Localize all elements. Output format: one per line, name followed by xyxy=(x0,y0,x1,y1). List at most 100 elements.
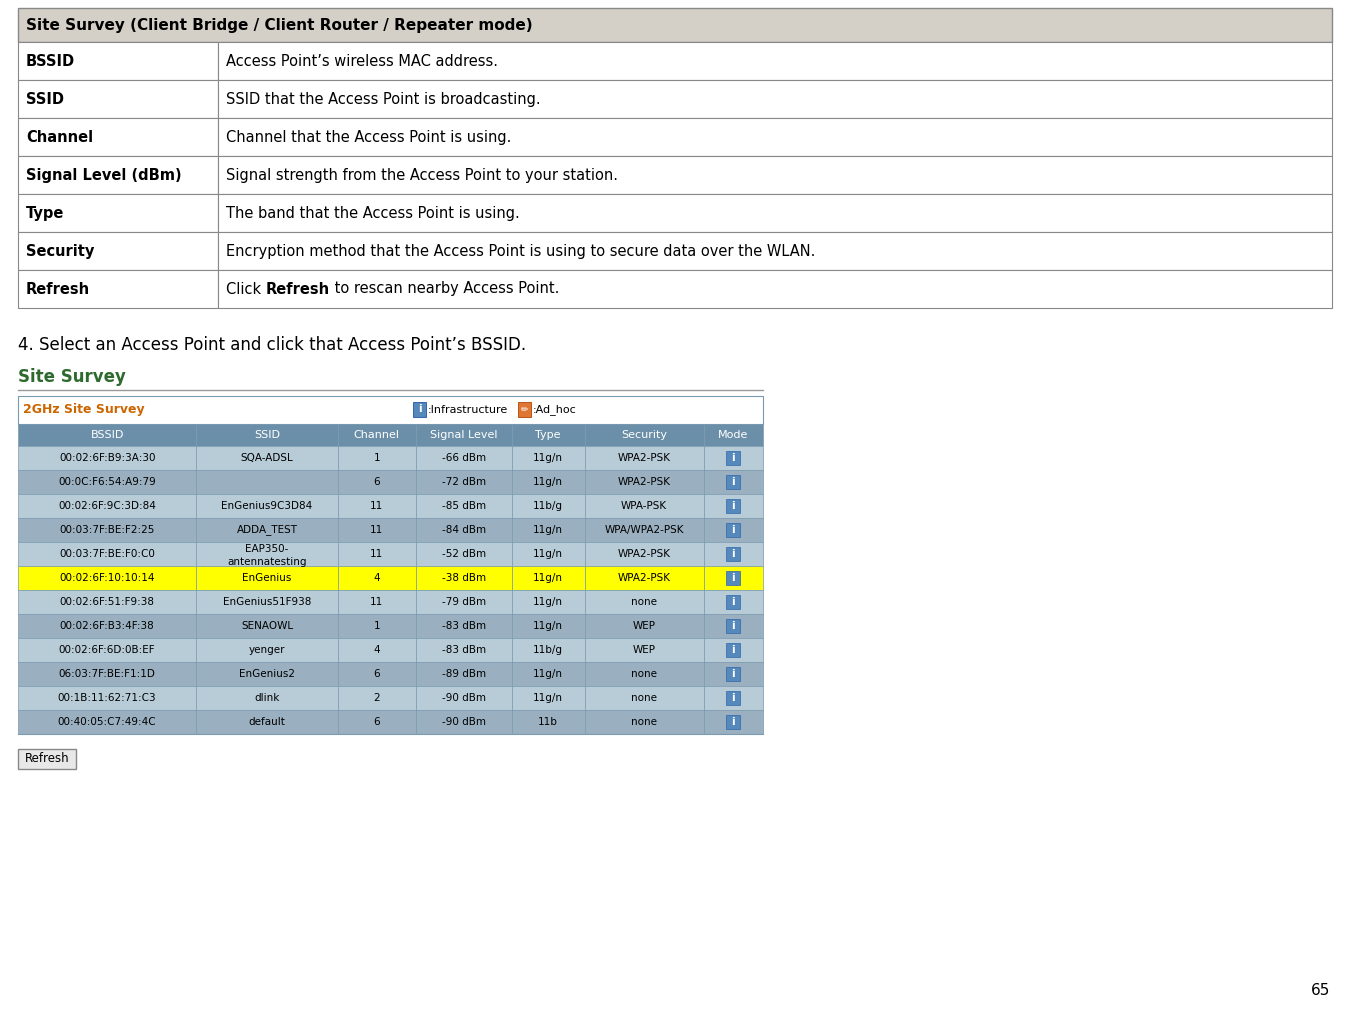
Bar xyxy=(18,566,196,590)
Bar xyxy=(196,638,338,662)
Text: 2: 2 xyxy=(374,693,381,703)
Text: -52 dBm: -52 dBm xyxy=(441,549,486,559)
Text: Refresh: Refresh xyxy=(266,281,329,296)
Text: WPA/WPA2-PSK: WPA/WPA2-PSK xyxy=(605,525,684,535)
Text: ✏: ✏ xyxy=(521,405,528,414)
Bar xyxy=(196,542,338,566)
Bar xyxy=(217,118,1332,156)
Bar xyxy=(512,446,585,470)
Text: WEP: WEP xyxy=(633,645,656,655)
Bar xyxy=(338,494,416,518)
Text: 11: 11 xyxy=(370,501,383,511)
Bar xyxy=(512,494,585,518)
Text: 11b/g: 11b/g xyxy=(533,645,563,655)
Bar xyxy=(196,424,338,446)
Bar xyxy=(338,566,416,590)
Bar xyxy=(338,424,416,446)
Text: 00:1B:11:62:71:C3: 00:1B:11:62:71:C3 xyxy=(58,693,157,703)
Text: WPA2-PSK: WPA2-PSK xyxy=(618,453,671,463)
Bar xyxy=(726,619,740,633)
Text: Click: Click xyxy=(225,281,266,296)
Bar xyxy=(726,571,740,585)
Bar xyxy=(512,518,585,542)
Bar xyxy=(338,590,416,614)
Bar xyxy=(703,686,763,710)
Text: i: i xyxy=(732,477,736,487)
Text: Access Point’s wireless MAC address.: Access Point’s wireless MAC address. xyxy=(225,54,498,68)
Bar xyxy=(18,396,763,424)
Bar xyxy=(512,424,585,446)
Bar xyxy=(196,494,338,518)
Bar xyxy=(18,80,217,118)
Text: yenger: yenger xyxy=(248,645,285,655)
Bar xyxy=(196,710,338,734)
Text: -66 dBm: -66 dBm xyxy=(441,453,486,463)
Bar xyxy=(585,590,703,614)
Text: to rescan nearby Access Point.: to rescan nearby Access Point. xyxy=(329,281,559,296)
Bar xyxy=(338,686,416,710)
Text: 11: 11 xyxy=(370,525,383,535)
Bar xyxy=(726,691,740,705)
Text: i: i xyxy=(732,645,736,655)
Bar xyxy=(338,470,416,494)
Bar xyxy=(18,446,196,470)
Bar xyxy=(18,42,217,80)
Bar xyxy=(18,8,1332,42)
Text: 11g/n: 11g/n xyxy=(533,621,563,631)
Bar xyxy=(512,638,585,662)
Bar xyxy=(416,566,512,590)
Text: Site Survey (Client Bridge / Client Router / Repeater mode): Site Survey (Client Bridge / Client Rout… xyxy=(26,17,533,32)
Bar xyxy=(703,590,763,614)
Bar xyxy=(726,642,740,657)
Text: 00:0C:F6:54:A9:79: 00:0C:F6:54:A9:79 xyxy=(58,477,157,487)
Bar xyxy=(726,547,740,561)
Text: 11g/n: 11g/n xyxy=(533,453,563,463)
Bar xyxy=(413,402,427,417)
Text: 11g/n: 11g/n xyxy=(533,477,563,487)
Text: EAP350-: EAP350- xyxy=(246,544,289,554)
Bar xyxy=(703,424,763,446)
Bar xyxy=(338,518,416,542)
Text: SENAOWL: SENAOWL xyxy=(242,621,293,631)
Text: i: i xyxy=(732,453,736,463)
Text: 00:02:6F:6D:0B:EF: 00:02:6F:6D:0B:EF xyxy=(59,645,155,655)
Bar xyxy=(585,446,703,470)
Text: :Ad_hoc: :Ad_hoc xyxy=(533,405,576,415)
Text: WPA2-PSK: WPA2-PSK xyxy=(618,573,671,583)
Bar xyxy=(18,749,76,769)
Text: EnGenius51F938: EnGenius51F938 xyxy=(223,597,312,607)
Text: WPA2-PSK: WPA2-PSK xyxy=(618,477,671,487)
Text: -90 dBm: -90 dBm xyxy=(441,693,486,703)
Bar xyxy=(217,156,1332,194)
Text: 65: 65 xyxy=(1311,983,1330,998)
Bar xyxy=(703,446,763,470)
Text: 00:02:6F:51:F9:38: 00:02:6F:51:F9:38 xyxy=(59,597,155,607)
Bar xyxy=(703,662,763,686)
Text: 00:03:7F:BE:F2:25: 00:03:7F:BE:F2:25 xyxy=(59,525,155,535)
Bar xyxy=(512,662,585,686)
Text: -83 dBm: -83 dBm xyxy=(441,645,486,655)
Bar xyxy=(18,424,196,446)
Bar xyxy=(703,542,763,566)
Bar xyxy=(18,638,196,662)
Bar xyxy=(18,614,196,638)
Text: 6: 6 xyxy=(374,717,381,727)
Text: 11g/n: 11g/n xyxy=(533,597,563,607)
Text: i: i xyxy=(732,717,736,727)
Bar xyxy=(338,614,416,638)
Text: i: i xyxy=(417,405,421,414)
Text: Site Survey: Site Survey xyxy=(18,368,126,386)
Bar xyxy=(585,518,703,542)
Text: Channel: Channel xyxy=(354,430,400,439)
Bar xyxy=(416,638,512,662)
Bar xyxy=(196,470,338,494)
Bar xyxy=(726,499,740,513)
Text: Type: Type xyxy=(536,430,562,439)
Text: i: i xyxy=(732,501,736,511)
Text: 11b: 11b xyxy=(539,717,558,727)
Text: 11g/n: 11g/n xyxy=(533,669,563,679)
Bar xyxy=(585,542,703,566)
Text: EnGenius2: EnGenius2 xyxy=(239,669,296,679)
Bar xyxy=(196,446,338,470)
Bar xyxy=(585,710,703,734)
